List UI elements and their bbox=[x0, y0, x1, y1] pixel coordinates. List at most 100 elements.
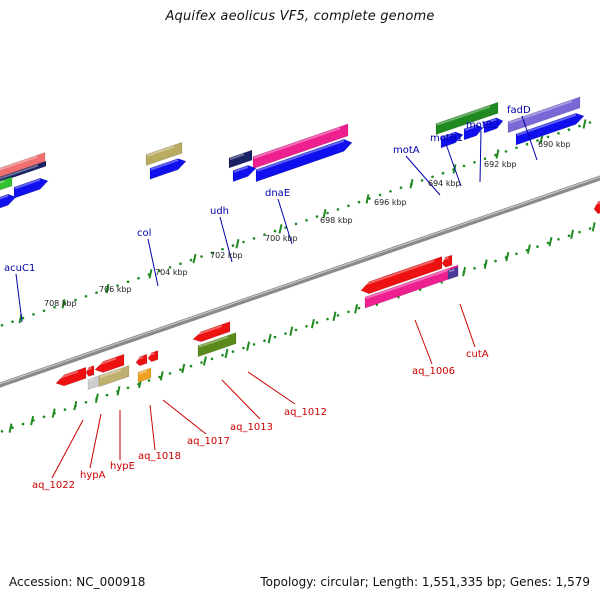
upper-ruler-dot bbox=[315, 215, 319, 218]
cds-right-edge bbox=[593, 200, 600, 215]
kbp-labels: 690 kbp 692 kbp 694 kbp 696 kbp 698 kbp 700 k… bbox=[44, 140, 571, 308]
genome-backbone bbox=[0, 175, 600, 388]
backbone-line bbox=[0, 175, 600, 388]
lower-ruler-tick bbox=[181, 363, 186, 374]
lower-ruler-tick bbox=[483, 259, 488, 269]
feature-shine bbox=[88, 377, 96, 382]
kbp-label: 698 kbp bbox=[320, 216, 353, 225]
upper-ruler-dot bbox=[326, 211, 329, 215]
acuC1-green bbox=[0, 176, 13, 191]
feature-shine bbox=[361, 259, 435, 287]
lower-ruler-tick bbox=[51, 408, 56, 418]
feature-shine bbox=[56, 370, 79, 380]
upper-ruler-dot bbox=[588, 121, 592, 124]
leader-line bbox=[89, 413, 102, 469]
upper-ruler-dot bbox=[420, 179, 424, 182]
acuC1-cds bbox=[13, 177, 49, 199]
upper-ruler-dot bbox=[53, 305, 56, 309]
lower-ruler-dot bbox=[179, 368, 182, 372]
feature-shine bbox=[229, 153, 245, 161]
leader-line bbox=[479, 130, 482, 183]
feature-shine bbox=[14, 178, 41, 190]
feature-shine bbox=[448, 268, 455, 273]
feature-shine bbox=[256, 139, 345, 172]
aq_1012-gene bbox=[197, 332, 237, 358]
upper-ruler-tick bbox=[148, 269, 153, 279]
upper-ruler-dot bbox=[189, 258, 193, 262]
feature-shine bbox=[136, 356, 144, 361]
lower-ruler-dot bbox=[546, 241, 550, 245]
lower-ruler-dot bbox=[263, 339, 266, 343]
upper-ruler-dot bbox=[515, 146, 518, 150]
feature-shine bbox=[0, 164, 39, 180]
leader-line bbox=[405, 155, 441, 196]
lower-ruler-dot bbox=[347, 310, 350, 314]
upper-ruler-dot bbox=[84, 295, 88, 298]
lower-ruler-tick bbox=[354, 304, 359, 314]
gene-label-forward: acuC1 bbox=[4, 263, 35, 274]
lower-ruler-dot bbox=[210, 357, 214, 361]
feature-shine bbox=[365, 268, 451, 300]
feature-shine bbox=[148, 352, 155, 357]
col-cds bbox=[149, 158, 187, 180]
upper-ruler-dot bbox=[168, 266, 172, 269]
upper-ruler-dot bbox=[21, 316, 25, 320]
upper-ruler-dot bbox=[11, 320, 14, 324]
upper-ruler-dot bbox=[357, 200, 361, 204]
lower-ruler-tick bbox=[159, 371, 164, 381]
motB2-cds bbox=[483, 117, 504, 134]
lower-ruler-dot bbox=[242, 346, 245, 350]
label-leaders bbox=[15, 115, 538, 479]
gene-label-forward: motB2 bbox=[466, 120, 499, 131]
upper-ruler-dot bbox=[273, 229, 277, 233]
lower-ruler-dot bbox=[284, 332, 287, 335]
upper-ruler-dot bbox=[294, 222, 298, 226]
lower-ruler-dot bbox=[221, 353, 224, 357]
leader-line bbox=[147, 238, 159, 287]
upper-ruler-dot bbox=[546, 135, 550, 139]
leader-line bbox=[219, 216, 233, 263]
lower-ruler-tick bbox=[591, 222, 596, 232]
gene-label-reverse: aq_1006 bbox=[412, 366, 455, 377]
upper-ruler-tick bbox=[495, 149, 500, 159]
gene-label-forward: col bbox=[137, 228, 151, 239]
aq_1006-tail bbox=[441, 254, 453, 268]
upper-ruler-dot bbox=[368, 197, 371, 200]
lower-ruler-tick bbox=[224, 348, 229, 359]
lower-ruler-tick bbox=[332, 311, 337, 322]
upper-ruler-dot bbox=[567, 128, 571, 131]
lower-ruler-dot bbox=[315, 321, 319, 324]
leader-line bbox=[414, 319, 433, 365]
upper-ruler-dot bbox=[578, 124, 581, 128]
feature-shine bbox=[594, 201, 600, 206]
aq_1018-cds-b bbox=[147, 350, 159, 363]
hypE-cds bbox=[94, 353, 125, 373]
upper-ruler-tick bbox=[322, 208, 327, 219]
leader-line bbox=[521, 115, 538, 161]
udh-gene bbox=[228, 149, 253, 169]
upper-ruler-dot bbox=[557, 132, 560, 135]
upper-ruler-dot bbox=[231, 244, 235, 247]
feature-shine bbox=[0, 180, 5, 184]
lower-ruler-dot bbox=[294, 328, 298, 332]
lower-ruler-dot bbox=[21, 422, 25, 426]
lower-ruler-tick bbox=[246, 341, 251, 351]
col-gene bbox=[145, 141, 183, 167]
lower-ruler-dot bbox=[84, 401, 88, 404]
gene-label-reverse: aq_1022 bbox=[32, 480, 75, 491]
cutA-tip bbox=[447, 266, 459, 280]
upper-ruler-dot bbox=[0, 324, 4, 327]
motB1-cds bbox=[463, 124, 484, 141]
leader-line bbox=[221, 379, 261, 420]
lower-ruler-dot bbox=[105, 393, 109, 397]
leader-line bbox=[247, 371, 296, 405]
upper-ruler-dot bbox=[252, 237, 256, 240]
aq_1013-cds bbox=[192, 321, 231, 343]
kbp-label: 706 kbp bbox=[99, 285, 132, 294]
feature-shine bbox=[95, 357, 117, 367]
upper-ruler-tick bbox=[278, 224, 283, 234]
lower-ruler-dot bbox=[200, 361, 203, 364]
upper-ruler-dot bbox=[336, 208, 340, 211]
upper-ruler-tick bbox=[365, 194, 370, 204]
feature-shine bbox=[138, 370, 147, 375]
